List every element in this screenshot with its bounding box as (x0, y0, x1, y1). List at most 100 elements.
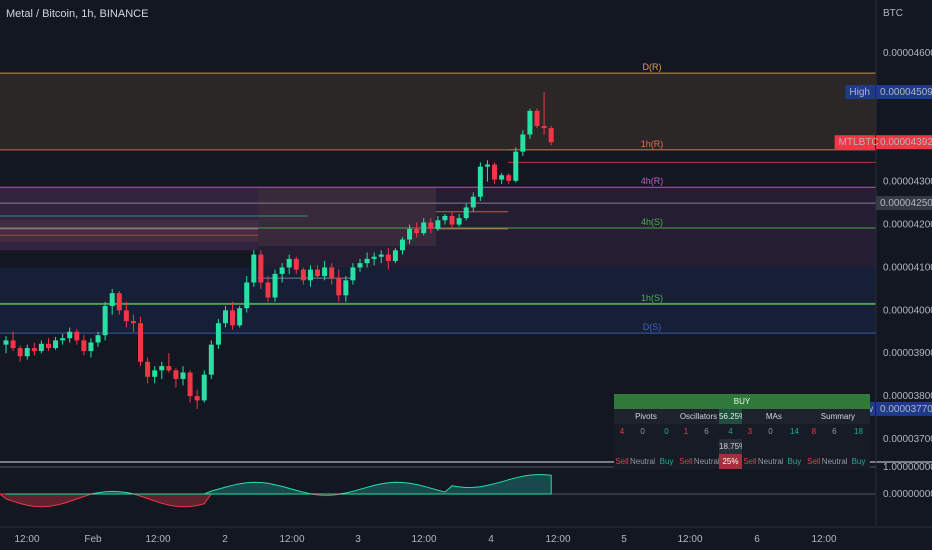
price-tag-value-2: 0.00004250 (880, 198, 932, 209)
level-label-5: D(S) (643, 322, 662, 332)
y-tick-label-2: 0.00004200 (883, 220, 932, 231)
candle-69 (492, 164, 498, 180)
level-label-1: 1h(R) (641, 139, 664, 149)
ta-category-oscillators: Oscillators (677, 409, 720, 424)
chart-title: Metal / Bitcoin, 1h, BINANCE (6, 8, 149, 20)
candle-48 (343, 280, 349, 296)
y-tick-label-7: 0.00003700 (883, 434, 932, 445)
zone-4h-left (0, 187, 258, 251)
candle-40 (286, 258, 292, 268)
candle-39 (279, 267, 285, 274)
candle-4 (31, 348, 37, 352)
ta-pivots-sell-label: Sell (614, 454, 630, 469)
candle-16 (116, 293, 122, 311)
y-tick-label-6: 0.00003800 (883, 391, 932, 402)
y-tick-label-1: 0.00004300 (883, 177, 932, 188)
candle-61 (435, 220, 441, 229)
candle-65 (463, 207, 469, 219)
candle-53 (378, 254, 384, 257)
ta-neutral-spacer-right (741, 439, 870, 454)
candle-38 (272, 273, 278, 298)
ta-summary-sell-label: Sell (805, 454, 822, 469)
x-tick-label-2: 12:00 (145, 534, 170, 545)
price-tag-box-0 (876, 85, 932, 100)
candle-74 (527, 110, 533, 135)
candle-49 (350, 267, 356, 281)
candle-22 (159, 366, 165, 371)
ta-mas-neutral-label: Neutral (757, 454, 783, 469)
candle-42 (300, 269, 306, 281)
candle-34 (244, 282, 250, 309)
candle-77 (548, 128, 554, 143)
candle-17 (123, 310, 129, 322)
price-tag-value-3: 0.00003770 (880, 404, 932, 415)
candle-7 (53, 340, 59, 349)
price-tag-label-box-0 (845, 85, 875, 100)
technical-analysis-table: BUY Pivots Oscillators 56.25% MAs Summar… (614, 394, 870, 469)
x-tick-label-9: 5 (621, 534, 627, 545)
x-tick-label-8: 12:00 (545, 534, 570, 545)
candle-25 (180, 372, 186, 379)
level-label-4: 1h(S) (641, 293, 663, 303)
x-tick-label-11: 6 (754, 534, 760, 545)
candle-51 (364, 258, 370, 264)
x-tick-label-6: 12:00 (411, 534, 436, 545)
candle-2 (17, 348, 23, 357)
candle-66 (470, 196, 476, 208)
level-label-0: D(R) (643, 62, 662, 72)
candle-59 (421, 222, 427, 234)
indicator-positive-area (6, 474, 552, 495)
candle-36 (258, 254, 264, 283)
candle-31 (222, 310, 228, 324)
ta-mas-sell: 3 (741, 424, 758, 439)
ta-sell-percent: 25% (719, 454, 742, 469)
candle-37 (265, 282, 271, 298)
candle-9 (67, 331, 73, 339)
ta-summary-buy: 18 (846, 424, 870, 439)
ta-summary-neutral-label: Neutral (821, 454, 847, 469)
candle-30 (215, 323, 221, 345)
candle-58 (414, 228, 420, 234)
candle-73 (520, 134, 526, 152)
x-tick-label-5: 3 (355, 534, 361, 545)
zone-4h-inner (258, 187, 436, 246)
candle-71 (506, 175, 512, 181)
x-tick-label-1: Feb (84, 534, 102, 545)
y-tick-label-0: 0.00004600 (883, 48, 932, 59)
zone-1h-left (0, 220, 258, 242)
ta-neutral-percent: 18.75% (719, 439, 742, 454)
ta-neutral-spacer (614, 439, 720, 454)
candle-15 (109, 293, 115, 307)
candle-63 (449, 215, 455, 225)
ta-pivots-buy: 0 (655, 424, 678, 439)
candle-19 (138, 323, 144, 362)
candle-6 (45, 343, 51, 349)
ta-pivots-neutral: 0 (629, 424, 656, 439)
price-tag-label-0: High (849, 87, 870, 98)
candle-21 (152, 370, 158, 377)
candle-14 (102, 306, 108, 336)
level-label-2: 4h(R) (641, 176, 664, 186)
ta-category-pivots: Pivots (614, 409, 678, 424)
indicator-axis-label-0: 1.00000000 (883, 462, 932, 473)
x-tick-label-10: 12:00 (677, 534, 702, 545)
candle-20 (145, 361, 151, 377)
ta-oscillators-sell-label: Sell (677, 454, 694, 469)
ta-buy-percent: 56.25% (719, 409, 742, 424)
candle-44 (315, 269, 321, 277)
candle-70 (499, 175, 505, 180)
candle-10 (74, 331, 80, 341)
ta-mas-sell-label: Sell (741, 454, 758, 469)
ta-category-summary: Summary (805, 409, 870, 424)
candle-0 (3, 340, 9, 345)
ta-signal-header: BUY (614, 394, 870, 409)
price-tag-box-1 (876, 135, 932, 150)
candle-68 (484, 164, 490, 167)
price-tag-label-1: MTLBTC (839, 137, 879, 148)
zone-4h (258, 187, 876, 268)
ta-oscillators-neutral: 6 (693, 424, 720, 439)
indicator-axis-label-1: 0.00000000 (883, 489, 932, 500)
ta-oscillators-buy: 4 (719, 424, 742, 439)
